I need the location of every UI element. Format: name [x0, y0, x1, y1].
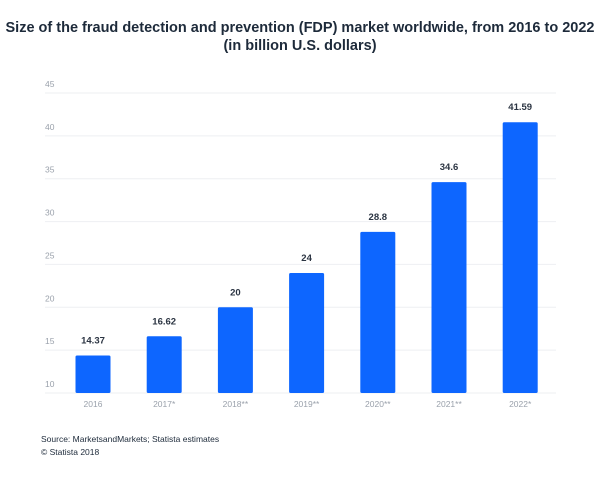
bar — [146, 336, 182, 393]
data-label: 41.59 — [508, 102, 532, 113]
bar — [75, 355, 111, 393]
bar — [360, 231, 396, 393]
data-label: 14.37 — [81, 336, 105, 347]
x-tick-label: 2017* — [153, 399, 176, 409]
x-tick-label: 2019** — [294, 399, 320, 409]
y-tick-label: 25 — [45, 250, 55, 260]
x-tick-label: 2020** — [365, 399, 391, 409]
y-tick-label: 40 — [45, 122, 55, 132]
y-tick-label: 15 — [45, 336, 55, 346]
x-tick-label: 2021** — [436, 399, 462, 409]
chart-subtitle: (in billion U.S. dollars) — [223, 38, 377, 54]
chart-title-main: Size of the fraud detection and preventi… — [5, 20, 595, 36]
bar — [431, 182, 467, 393]
y-tick-label: 20 — [45, 293, 55, 303]
chart-footer: Source: MarketsandMarkets; Statista esti… — [41, 433, 219, 459]
bar — [289, 273, 325, 393]
y-tick-label: 45 — [45, 79, 55, 89]
y-tick-label: 30 — [45, 208, 55, 218]
data-label: 24 — [301, 253, 312, 264]
y-tick-label: 10 — [45, 379, 55, 389]
x-tick-label: 2016 — [84, 399, 103, 409]
data-label: 28.8 — [369, 212, 388, 223]
data-label: 16.62 — [152, 316, 176, 327]
bar — [217, 307, 253, 393]
copyright-note: © Statista 2018 — [41, 447, 100, 457]
y-tick-label: 35 — [45, 165, 55, 175]
x-tick-label: 2022* — [509, 399, 532, 409]
data-label: 20 — [230, 287, 241, 298]
data-label: 34.6 — [440, 162, 459, 173]
x-tick-label: 2018** — [223, 399, 249, 409]
bar — [502, 122, 538, 393]
source-note: Source: MarketsandMarkets; Statista esti… — [41, 434, 220, 444]
chart-title: Size of the fraud detection and preventi… — [0, 19, 600, 55]
